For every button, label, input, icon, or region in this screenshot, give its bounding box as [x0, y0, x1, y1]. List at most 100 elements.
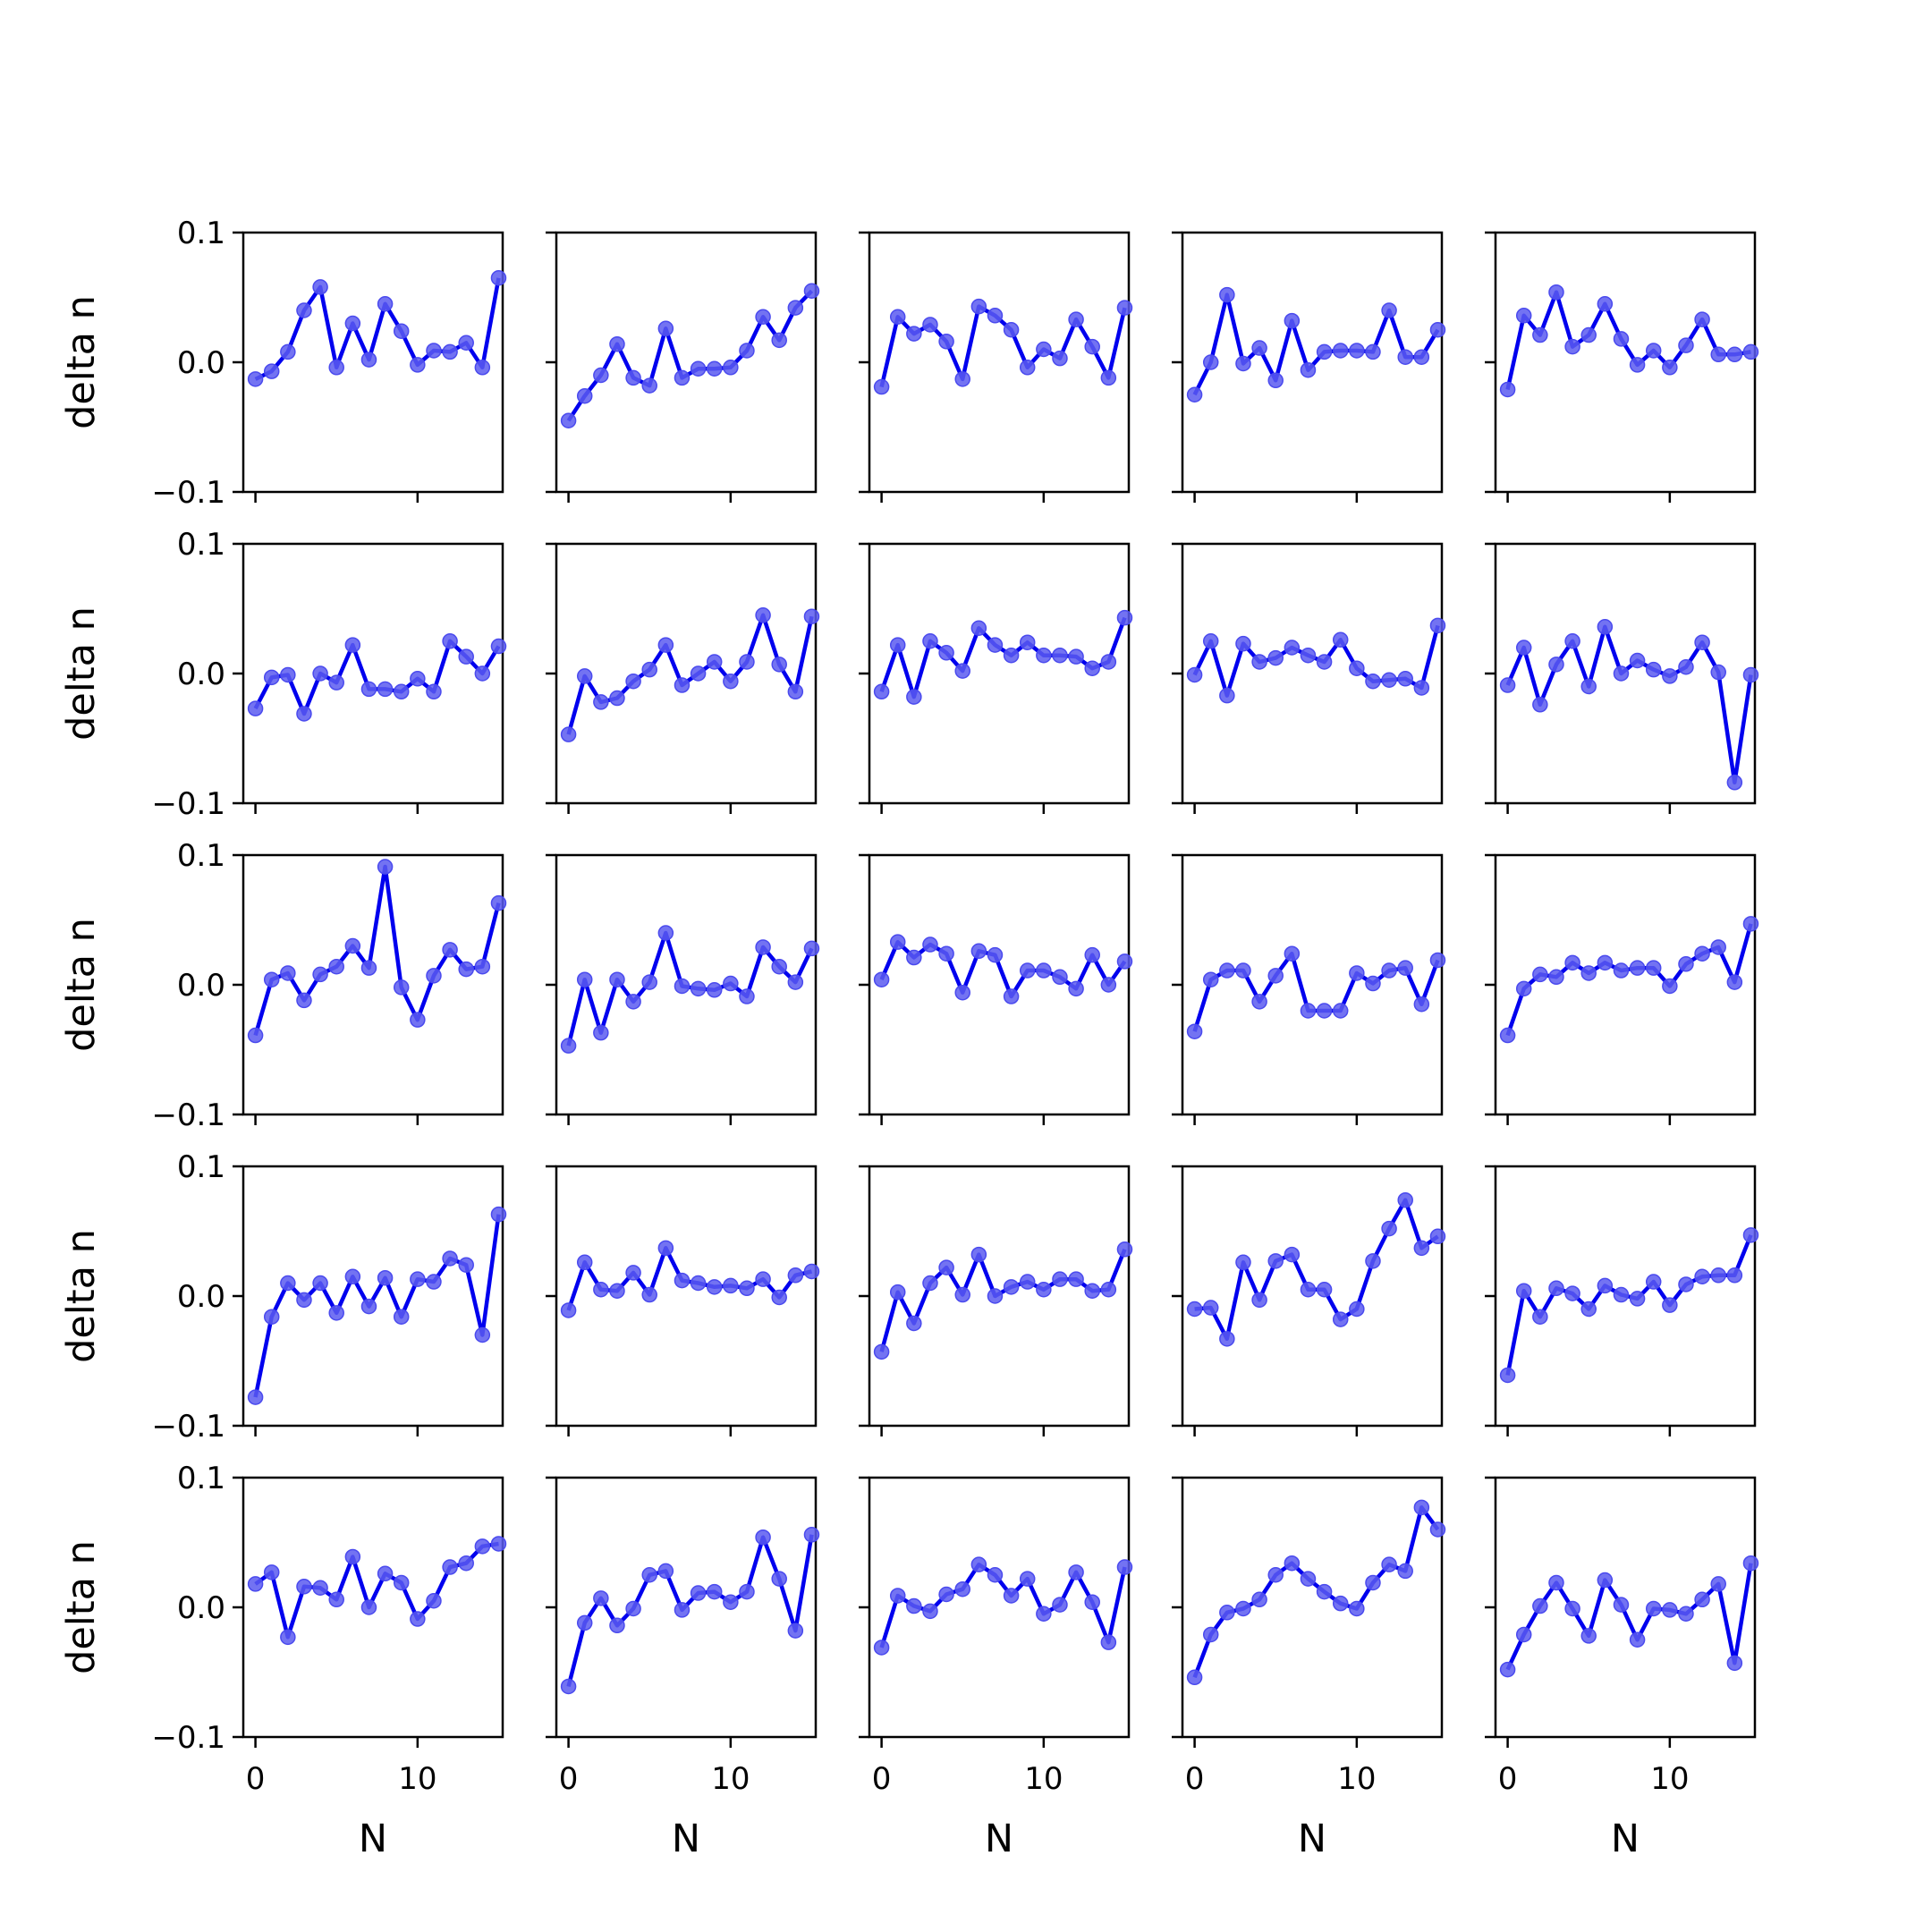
data-point: [593, 1590, 609, 1606]
data-point: [641, 661, 657, 678]
data-point: [247, 1576, 264, 1592]
data-point: [1564, 1285, 1580, 1301]
data-point: [987, 1567, 1004, 1583]
data-point: [576, 387, 593, 404]
x-axis-label: N: [1611, 1817, 1640, 1861]
data-point: [625, 994, 641, 1010]
data-point: [1251, 654, 1267, 670]
data-point: [312, 279, 328, 295]
data-point: [560, 1038, 577, 1054]
data-point: [1413, 1499, 1430, 1516]
data-point: [1316, 654, 1333, 670]
data-point: [873, 1640, 890, 1656]
data-point: [442, 343, 458, 360]
data-point: [247, 700, 264, 716]
data-point: [393, 683, 410, 700]
series-line: [879, 616, 1127, 699]
data-point: [1613, 962, 1630, 979]
data-point: [803, 283, 820, 299]
data-point: [739, 343, 755, 359]
data-point: [1629, 1291, 1646, 1307]
data-point: [593, 694, 609, 710]
data-point: [1036, 962, 1052, 979]
data-point: [1499, 1661, 1516, 1678]
data-point: [1629, 960, 1646, 976]
axes-frame: [1181, 853, 1444, 1116]
data-point: [1710, 346, 1726, 363]
data-point: [1116, 1559, 1133, 1575]
data-point: [889, 934, 906, 950]
data-point: [1052, 969, 1068, 986]
data-point: [1710, 939, 1726, 955]
data-point: [970, 620, 987, 636]
data-point: [312, 1580, 328, 1596]
axes-frame: [868, 853, 1131, 1116]
data-point: [1219, 687, 1235, 704]
data-point: [360, 960, 377, 976]
data-point: [280, 1629, 296, 1646]
data-point: [1300, 647, 1317, 664]
data-point: [1710, 1267, 1726, 1284]
data-point: [1662, 978, 1678, 995]
data-point: [263, 363, 280, 379]
data-point: [393, 1309, 410, 1325]
data-point: [1742, 343, 1759, 360]
data-point: [1397, 960, 1413, 976]
data-point: [410, 1012, 426, 1028]
x-axis-label: N: [985, 1817, 1013, 1861]
data-point: [490, 270, 507, 286]
axes-frame: [1494, 231, 1757, 494]
series-line: [253, 864, 501, 1037]
data-point: [560, 1678, 577, 1695]
data-point: [1019, 962, 1036, 979]
panel-r4-c1: −0.1 0.0 0.1 delta n: [59, 1149, 507, 1445]
data-point: [1413, 349, 1430, 365]
data-point: [1429, 1228, 1446, 1245]
data-point: [1694, 311, 1710, 327]
data-point: [328, 360, 344, 376]
data-point: [873, 683, 890, 700]
series-line: [1505, 290, 1751, 390]
data-point: [263, 669, 280, 686]
data-point: [1629, 357, 1646, 373]
data-point: [1532, 1309, 1548, 1325]
data-point: [1429, 952, 1446, 969]
panel-r2-c2: [546, 542, 820, 814]
y-tick-label: −0.1: [151, 786, 225, 822]
data-point: [1267, 1253, 1284, 1269]
data-point: [1662, 1602, 1678, 1618]
data-point: [490, 1536, 507, 1552]
data-point: [263, 971, 280, 987]
series-line: [566, 1534, 814, 1688]
x-axis-label: N: [1298, 1817, 1326, 1861]
data-point: [458, 1257, 474, 1273]
data-point: [657, 320, 674, 337]
series-line: [253, 639, 501, 716]
data-point: [987, 637, 1004, 653]
data-point: [1003, 647, 1020, 664]
panel-r1-c4: [1172, 231, 1446, 503]
data-point: [593, 1024, 609, 1041]
data-point: [1548, 1280, 1564, 1297]
data-point: [1251, 1591, 1267, 1608]
data-point: [1235, 635, 1251, 652]
data-point: [1645, 343, 1662, 359]
data-point: [458, 648, 474, 665]
data-point: [1564, 1600, 1580, 1617]
data-point: [1742, 916, 1759, 932]
data-point: [1381, 1220, 1397, 1237]
data-point: [1084, 660, 1100, 676]
data-point: [906, 1597, 922, 1614]
data-point: [1267, 968, 1284, 984]
data-point: [723, 673, 739, 690]
data-point: [641, 377, 657, 394]
data-point: [490, 894, 507, 911]
data-point: [690, 1275, 707, 1292]
series-line: [566, 1246, 813, 1311]
data-point: [1219, 962, 1235, 979]
data-point: [954, 984, 970, 1001]
series-line: [1505, 1563, 1753, 1671]
data-point: [1332, 1311, 1349, 1327]
panel-r1-c3: [859, 231, 1133, 503]
data-point: [690, 980, 707, 997]
